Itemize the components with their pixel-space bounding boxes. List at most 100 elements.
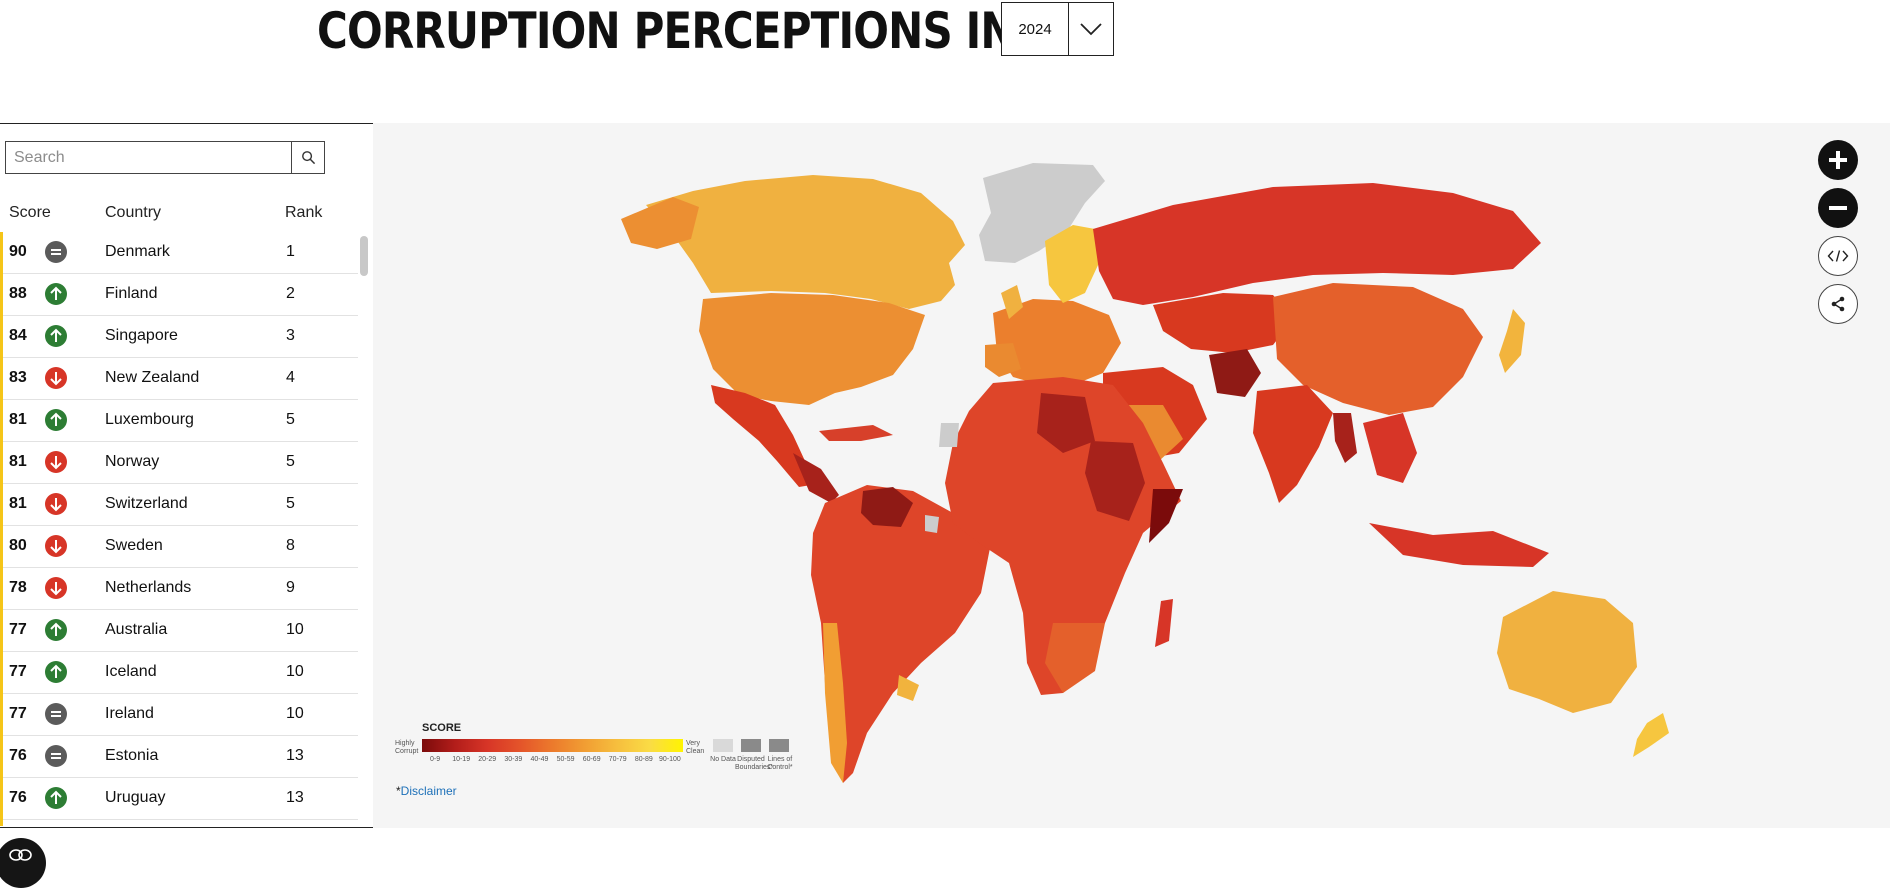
row-country[interactable]: Singapore bbox=[105, 327, 178, 344]
row-score: 77 bbox=[9, 705, 27, 722]
map-region-southern-africa bbox=[1045, 623, 1105, 693]
embed-button[interactable] bbox=[1818, 236, 1858, 276]
row-rank: 5 bbox=[286, 453, 295, 470]
table-row[interactable]: 76 Uruguay 13 bbox=[3, 778, 358, 820]
arrow-down-icon bbox=[45, 367, 67, 389]
table-row[interactable]: 88 Finland 2 bbox=[3, 274, 358, 316]
year-select-value: 2024 bbox=[1002, 3, 1069, 55]
world-map[interactable]: SCORE Highly Corrupt Very Clean 0-9 10-19… bbox=[373, 123, 1890, 828]
row-rank: 10 bbox=[286, 621, 304, 638]
table-row[interactable]: 77 Australia 10 bbox=[3, 610, 358, 652]
row-rank: 10 bbox=[286, 705, 304, 722]
map-region-libya bbox=[1037, 393, 1095, 453]
table-row[interactable]: 78 Netherlands 9 bbox=[3, 568, 358, 610]
arrow-up-icon bbox=[45, 661, 67, 683]
legend-no-data-label: No Data bbox=[710, 756, 736, 763]
row-country[interactable]: Australia bbox=[105, 621, 168, 638]
table-row[interactable]: 77 Ireland 10 bbox=[3, 694, 358, 736]
search-icon bbox=[301, 151, 315, 165]
map-region-canada bbox=[646, 175, 965, 309]
table-row[interactable]: 76 Estonia 13 bbox=[3, 736, 358, 778]
map-region-mexico bbox=[711, 385, 811, 487]
arrow-down-icon bbox=[45, 535, 67, 557]
row-country[interactable]: Denmark bbox=[105, 243, 170, 260]
table-row[interactable]: 75Canada15 bbox=[3, 820, 358, 826]
equal-icon bbox=[45, 241, 67, 263]
plus-icon bbox=[1829, 151, 1847, 169]
arrow-up-icon bbox=[45, 325, 67, 347]
disclaimer-link[interactable]: Disclaimer bbox=[400, 784, 457, 798]
table-row[interactable]: 83 New Zealand 4 bbox=[3, 358, 358, 400]
year-select[interactable]: 2024 bbox=[1001, 2, 1114, 56]
table-row[interactable]: 81 Switzerland 5 bbox=[3, 484, 358, 526]
arrow-up-icon bbox=[45, 283, 67, 305]
row-country[interactable]: Sweden bbox=[105, 537, 163, 554]
rank-column-header[interactable]: Rank bbox=[285, 204, 323, 221]
legend-tick-label: 10-19 bbox=[452, 756, 471, 763]
page-title: CORRUPTION PERCEPTIONS INDEX bbox=[317, 2, 1109, 60]
legend-loc-label: Lines of Control* bbox=[767, 756, 793, 771]
share-button[interactable] bbox=[1818, 284, 1858, 324]
legend-tick-label: 20-29 bbox=[478, 756, 497, 763]
row-country[interactable]: Luxembourg bbox=[105, 411, 194, 428]
row-country[interactable]: Finland bbox=[105, 285, 158, 302]
legend-tick-label: 60-69 bbox=[582, 756, 601, 763]
legend-low-label: Highly Corrupt bbox=[395, 740, 419, 755]
row-country[interactable]: Estonia bbox=[105, 747, 159, 764]
table-header: Score Country Rank bbox=[0, 196, 373, 232]
row-country[interactable]: Iceland bbox=[105, 663, 157, 680]
row-rank: 2 bbox=[286, 285, 295, 302]
arrow-down-icon bbox=[45, 577, 67, 599]
row-rank: 13 bbox=[286, 789, 304, 806]
map-canvas bbox=[621, 163, 1669, 783]
legend-no-data-swatch bbox=[713, 739, 733, 752]
map-region-western-sahara bbox=[939, 423, 959, 447]
table-row[interactable]: 80 Sweden 8 bbox=[3, 526, 358, 568]
row-country[interactable]: Netherlands bbox=[105, 579, 192, 596]
disclaimer-asterisk: * bbox=[396, 784, 401, 798]
country-column-header[interactable]: Country bbox=[105, 204, 162, 221]
chevron-down-icon[interactable] bbox=[1069, 3, 1113, 55]
zoom-out-button[interactable] bbox=[1818, 188, 1858, 228]
map-region-alaska bbox=[621, 197, 699, 249]
zoom-in-button[interactable] bbox=[1818, 140, 1858, 180]
row-score: 81 bbox=[9, 411, 27, 428]
map-region-europe bbox=[993, 299, 1121, 385]
ranking-table: 90 Denmark 1 88 Finland 2 84 Singapore 3 83 New Ze… bbox=[0, 232, 358, 826]
map-region-indonesia bbox=[1369, 523, 1549, 567]
map-region-iberia bbox=[985, 343, 1021, 377]
map-region-india bbox=[1253, 385, 1333, 503]
map-region-china bbox=[1273, 283, 1483, 415]
row-rank: 10 bbox=[286, 663, 304, 680]
row-score: 83 bbox=[9, 369, 27, 386]
table-row[interactable]: 81 Luxembourg 5 bbox=[3, 400, 358, 442]
row-country[interactable]: Uruguay bbox=[105, 789, 166, 806]
row-country[interactable]: New Zealand bbox=[105, 369, 200, 386]
map-region-new-zealand bbox=[1633, 713, 1669, 757]
score-column-header[interactable]: Score bbox=[9, 204, 51, 221]
minus-icon bbox=[1829, 206, 1847, 210]
row-score: 76 bbox=[9, 747, 27, 764]
table-row[interactable]: 84 Singapore 3 bbox=[3, 316, 358, 358]
row-rank: 9 bbox=[286, 579, 295, 596]
table-row[interactable]: 77 Iceland 10 bbox=[3, 652, 358, 694]
table-row[interactable]: 81 Norway 5 bbox=[3, 442, 358, 484]
row-country[interactable]: Norway bbox=[105, 453, 160, 470]
score-legend: SCORE Highly Corrupt Very Clean 0-9 10-19… bbox=[395, 722, 815, 832]
search-input[interactable] bbox=[6, 142, 291, 173]
row-country[interactable]: Ireland bbox=[105, 705, 154, 722]
search-button[interactable] bbox=[291, 142, 324, 173]
scrollbar-thumb[interactable] bbox=[360, 236, 368, 276]
table-row[interactable]: 90 Denmark 1 bbox=[3, 232, 358, 274]
legend-disputed-swatch bbox=[741, 739, 761, 752]
row-rank: 3 bbox=[286, 327, 295, 344]
map-region-myanmar bbox=[1333, 413, 1357, 463]
map-region-southeast-asia bbox=[1363, 413, 1417, 483]
row-score: 78 bbox=[9, 579, 27, 596]
row-score: 77 bbox=[9, 663, 27, 680]
chat-button[interactable] bbox=[0, 838, 46, 888]
map-region-caribbean bbox=[819, 425, 893, 441]
row-country[interactable]: Switzerland bbox=[105, 495, 188, 512]
legend-high-label: Very Clean bbox=[686, 740, 705, 755]
chat-icon bbox=[9, 849, 32, 861]
